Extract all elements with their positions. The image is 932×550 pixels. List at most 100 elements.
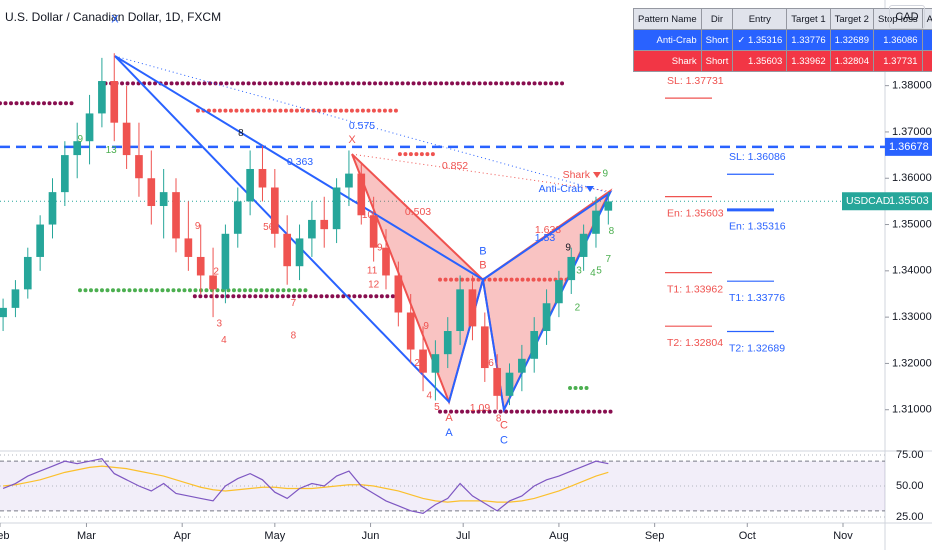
pattern-point-label: B <box>479 260 486 272</box>
pattern-ratio: 1.09 <box>470 402 491 414</box>
td-count: 8 <box>291 330 297 341</box>
candle-body <box>172 192 180 239</box>
x-tick-label: Oct <box>739 530 756 542</box>
td-count: 56 <box>263 222 275 233</box>
pattern-dotted <box>114 55 610 194</box>
target-label: En: 1.35316 <box>729 221 786 233</box>
candle-body <box>0 307 7 318</box>
td-count: 7 <box>606 254 612 265</box>
candle-body <box>159 192 168 207</box>
level-label-box <box>885 137 932 156</box>
table-cell: 1.35603 <box>732 50 788 72</box>
header-cell: Pattern Name <box>633 8 702 30</box>
candle-body <box>221 233 230 290</box>
header-cell: Stop-loss <box>872 8 923 30</box>
candle-body <box>394 275 403 313</box>
pattern-point-label: C <box>500 435 508 447</box>
pattern-name: Anti-Crab <box>539 183 584 195</box>
currency-button[interactable]: CAD <box>889 5 925 29</box>
pattern-ratio: 1.638 <box>535 224 561 236</box>
target-label: En: 1.35603 <box>667 207 724 219</box>
candle-body <box>270 187 279 234</box>
candle-body <box>98 81 106 114</box>
td-count: 5 <box>596 265 602 276</box>
y-tick-label: 1.34000 <box>892 265 932 277</box>
table-cell: ✓ 1.35316 <box>732 29 788 51</box>
x-tick-label: Apr <box>174 530 191 542</box>
chart-title: U.S. Dollar / Canadian Dollar, 1D, FXCM <box>5 10 221 24</box>
table-cell: Short <box>700 50 734 72</box>
candle-body <box>443 331 452 355</box>
y-tick-label: 1.38000 <box>892 80 932 92</box>
td-count: 9 <box>423 321 429 332</box>
td-count: 12 <box>368 279 380 290</box>
td-count: 8 <box>609 226 615 237</box>
table-cell: 1.32804 <box>829 50 874 72</box>
candle-body <box>592 210 600 234</box>
rsi-line <box>2 458 609 514</box>
td-count: 9 <box>195 221 201 232</box>
level-label: 1.36678 <box>889 141 929 153</box>
pattern-table: Pattern Name Dir Entry Target 1 Target 2 Stop… <box>633 8 932 72</box>
td-count: 10 <box>362 210 374 221</box>
td-count: 3 <box>576 265 582 276</box>
candle-body <box>567 256 576 281</box>
candle-body <box>258 168 267 188</box>
target-label: SL: 1.37731 <box>667 75 724 87</box>
td-count: 4 <box>221 335 227 346</box>
candle-body <box>518 358 526 373</box>
rsi-band <box>0 461 885 511</box>
td-count: 9 <box>78 134 84 145</box>
candle-body <box>196 256 205 276</box>
td-count: 6 <box>488 358 494 369</box>
table-cell: 1.36086 <box>872 29 923 51</box>
td-count: 4 <box>426 390 432 401</box>
td-count: 23 <box>414 358 426 369</box>
x-tick-label: Feb <box>0 530 9 542</box>
x-tick-label: Sep <box>645 530 665 542</box>
candle-body <box>61 155 69 193</box>
candle-body <box>36 224 44 257</box>
pattern-point-label: B <box>479 246 486 258</box>
candle-body <box>320 219 329 230</box>
pattern-ratio: 0.363 <box>287 156 313 168</box>
td-count: 8 <box>496 414 502 425</box>
y-tick-label: 1.36000 <box>892 172 932 184</box>
candle-body <box>419 349 427 373</box>
candle-body <box>431 354 440 373</box>
candle-body <box>73 141 82 156</box>
rsi-tick-label: 75.00 <box>896 449 924 461</box>
td-count: 8 <box>238 128 244 139</box>
table-cell: 1.32689 <box>829 29 874 51</box>
table-cell: Shark <box>633 50 702 72</box>
candle-body <box>110 81 119 123</box>
pattern-name: Shark <box>563 169 591 181</box>
pattern-point-label: A <box>445 427 453 439</box>
candle-body <box>468 289 477 327</box>
target-label: SL: 1.36086 <box>729 151 786 163</box>
candle-body <box>542 303 551 332</box>
candle-body <box>135 155 143 179</box>
candle-body <box>555 280 563 304</box>
candle-body <box>11 289 20 308</box>
pattern-ratio: 0.852 <box>442 160 468 172</box>
candle-body <box>493 368 501 396</box>
last-price-box <box>842 192 932 211</box>
pattern-point-label: C <box>500 420 508 432</box>
table-cell: Anti-Crab <box>633 29 702 51</box>
y-tick-label: 1.31000 <box>892 404 932 416</box>
td-count: 2 <box>575 303 581 314</box>
x-tick-label: May <box>264 530 285 542</box>
target-label: T1: 1.33776 <box>729 292 785 304</box>
td-count: 9 <box>565 242 571 253</box>
candle-body <box>406 312 415 350</box>
candle-body <box>23 256 32 290</box>
candle-body <box>184 238 193 257</box>
candle-body <box>122 122 131 156</box>
pattern-point-label: X <box>348 134 356 146</box>
candle-body <box>505 372 514 396</box>
candle-body <box>209 275 217 290</box>
symbol-label: USDCAD <box>846 195 891 207</box>
td-count: 13 <box>106 145 118 156</box>
